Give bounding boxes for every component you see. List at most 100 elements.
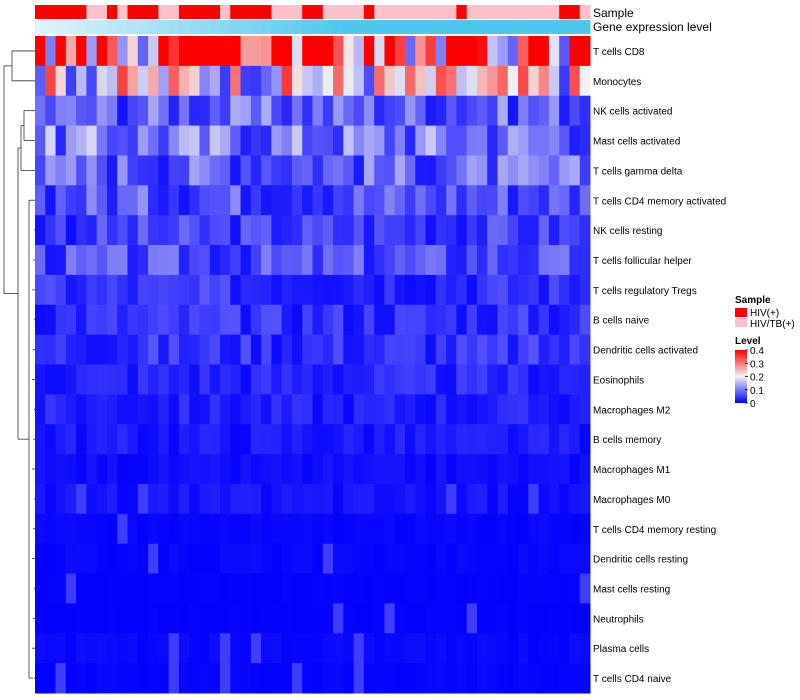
heatmap-cell [374,603,385,634]
heatmap-cell [261,394,272,425]
heatmap-cell [353,65,365,97]
heatmap-cell [456,36,468,67]
heatmap-cell [65,304,77,336]
heatmap-cell [363,95,375,127]
heatmap-cell [35,633,46,664]
heatmap-cell [86,424,98,455]
heatmap-cell [55,424,67,455]
expression-annotation-cell [76,20,87,34]
heatmap-cell [302,304,313,336]
expression-annotation-track [35,20,591,34]
heatmap-cell [240,424,252,455]
heatmap-cell [261,304,272,336]
row-label: Eosinophils [593,375,644,386]
heatmap-cell [86,304,98,336]
heatmap-cell [261,633,272,664]
heatmap-cell [425,633,437,664]
row-label: Neutrophils [593,614,644,625]
heatmap-cell [394,364,406,395]
heatmap-cell [220,185,231,216]
heatmap-cell [240,573,252,604]
sample-annotation-cell [148,5,159,19]
heatmap-cell [559,483,570,515]
heatmap-cell [343,304,355,336]
heatmap-cell [446,633,457,664]
heatmap-cell [137,95,149,127]
heatmap-cell [209,215,221,246]
heatmap-cell [579,65,591,97]
heatmap-cell [507,245,519,276]
heatmap-cell [271,573,283,604]
heatmap-cell [425,603,437,634]
heatmap-cell [178,36,190,67]
heatmap-cell [497,215,509,246]
heatmap-cell [220,543,231,575]
heatmap-cell [302,364,313,395]
expression-annotation-cell [209,20,221,34]
heatmap-cell [96,304,108,336]
heatmap-cell [106,334,118,365]
heatmap-cell [435,36,447,67]
heatmap-cell [435,304,447,336]
heatmap-cell [322,304,334,336]
heatmap-cell [137,304,149,336]
heatmap-cell [65,274,77,306]
heatmap-cell [199,155,211,186]
heatmap-cell [343,245,355,276]
heatmap-cell [497,663,509,694]
heatmap-cell [507,483,519,515]
heatmap-cell [528,215,540,246]
heatmap-cell [117,215,128,246]
heatmap-cell [127,483,139,515]
heatmap-cell [230,603,242,634]
row-label: NK cells activated [593,107,672,118]
heatmap-cell [322,334,334,365]
heatmap-cell [312,573,324,604]
heatmap-cell [199,274,211,306]
heatmap-cell [250,36,262,67]
heatmap-cell [363,125,375,156]
heatmap-cell [559,65,570,97]
heatmap-cell [106,36,118,67]
sample-annotation-cell [291,5,303,19]
heatmap-cell [322,454,334,485]
heatmap-cell [363,543,375,575]
heatmap-cell [353,304,365,336]
heatmap-cell [178,304,190,336]
heatmap-cell [35,543,46,575]
heatmap-cell [178,663,190,694]
heatmap-cell [199,215,211,246]
sample-annotation-cell [220,5,231,19]
heatmap-cell [35,424,46,455]
heatmap-cell [322,36,334,67]
heatmap-cell [55,36,67,67]
heatmap-cell [394,334,406,365]
heatmap-cell [569,424,581,455]
heatmap-cell [384,394,396,425]
heatmap-cell [312,364,324,395]
heatmap-cell [65,185,77,216]
heatmap-cell [538,543,550,575]
heatmap-cell [96,663,108,694]
heatmap-cell [312,483,324,515]
heatmap-cell [137,274,149,306]
heatmap-cell [117,125,128,156]
heatmap-cell [538,155,550,186]
heatmap-cell [65,245,77,276]
heatmap-cell [189,185,200,216]
heatmap-cell [127,36,139,67]
heatmap-cell [96,95,108,127]
heatmap-cell [312,394,324,425]
heatmap-cell [528,95,540,127]
heatmap-cell [374,334,385,365]
heatmap-cell [220,364,231,395]
heatmap-cell [559,394,570,425]
heatmap-cell [86,245,98,276]
heatmap-cell [45,483,57,515]
heatmap-cell [507,274,519,306]
heatmap-cell [435,424,447,455]
heatmap-cell [384,125,396,156]
heatmap-cell [497,185,509,216]
heatmap-cell [456,215,468,246]
heatmap-cell [569,125,581,156]
